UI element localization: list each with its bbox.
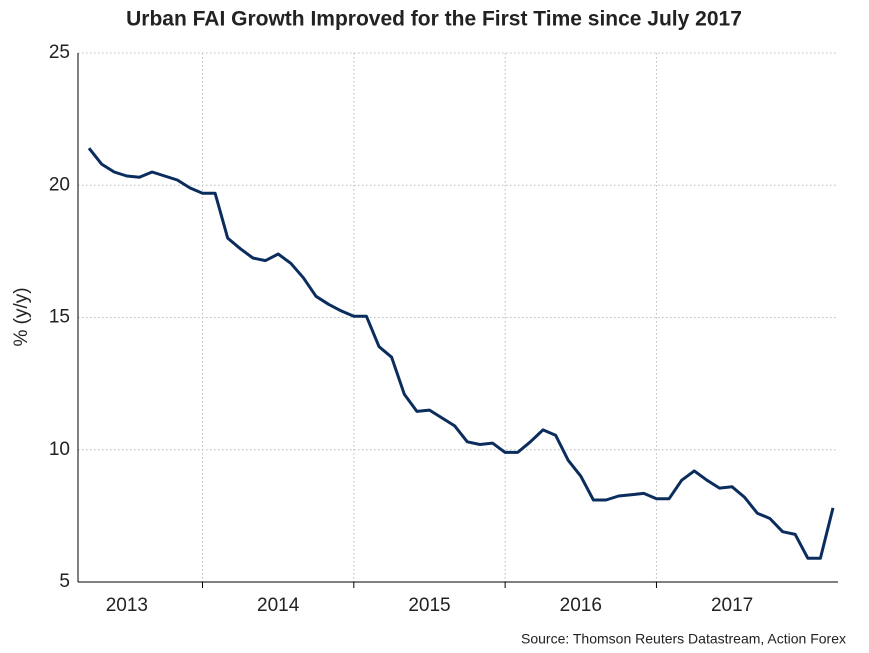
data-line [87,147,835,560]
y-tick-label: 25 [49,42,70,63]
y-tick-label: 20 [49,174,70,195]
y-tick-label: 10 [49,439,70,460]
x-tick-label: 2016 [560,595,602,616]
x-tick-label: 2013 [106,595,148,616]
y-axis-label: % (y/y) [11,287,32,346]
y-tick-label: 5 [59,571,70,592]
y-tick-label: 15 [49,307,70,328]
x-tick-label: 2014 [257,595,300,616]
x-tick-label: 2015 [408,595,450,616]
chart-title: Urban FAI Growth Improved for the First … [126,8,742,31]
source-note: Source: Thomson Reuters Datastream, Acti… [521,631,846,647]
x-tick-label: 2017 [711,595,753,616]
